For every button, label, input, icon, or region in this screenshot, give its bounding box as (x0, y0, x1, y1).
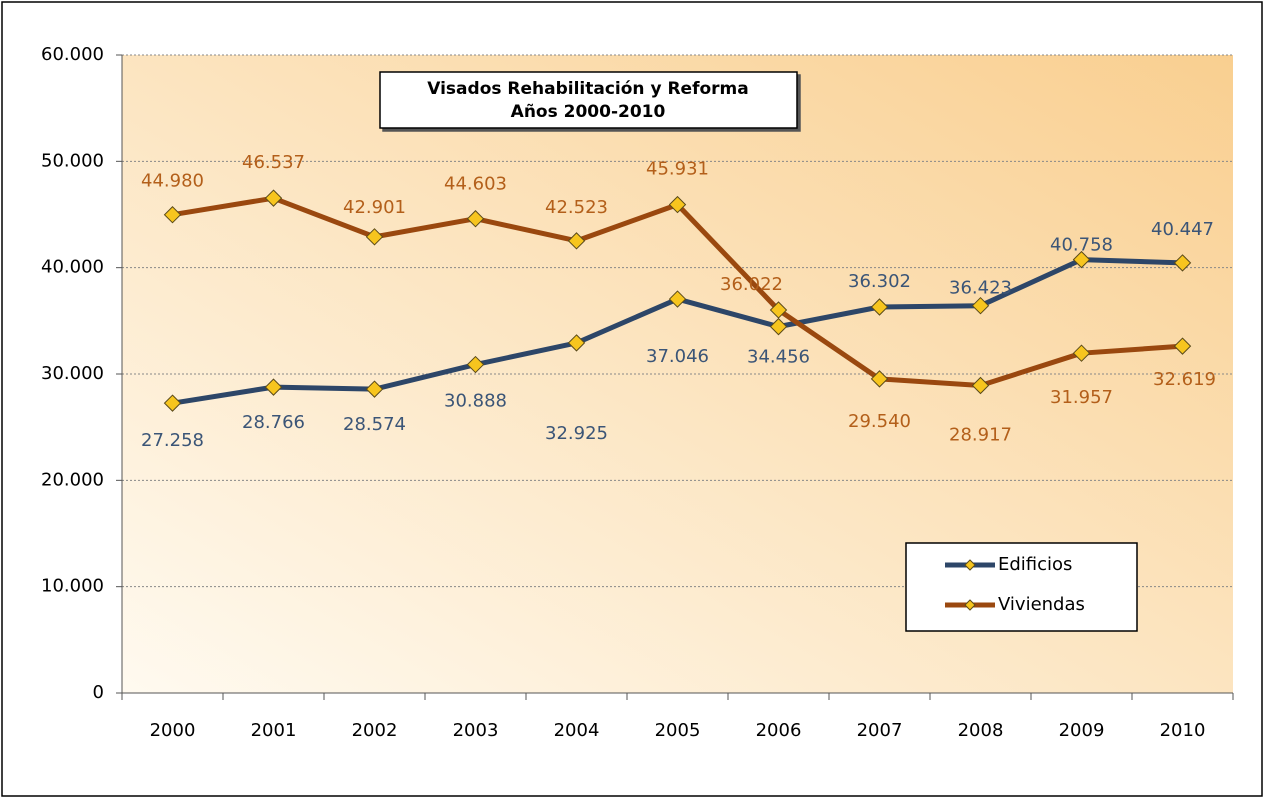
data-label: 29.540 (848, 411, 911, 432)
x-tick-label: 2007 (857, 720, 903, 741)
data-label: 32.619 (1153, 369, 1216, 390)
legend: Edificios Viviendas (945, 554, 1085, 615)
data-label: 31.957 (1050, 387, 1113, 408)
marker (668, 195, 687, 214)
x-tick-label: 2000 (150, 720, 196, 741)
x-tick-label: 2006 (756, 720, 802, 741)
marker (567, 334, 586, 352)
y-tick-label: 40.000 (41, 257, 104, 278)
y-tick-label: 30.000 (41, 363, 104, 384)
x-tick-label: 2002 (352, 720, 398, 741)
marker (466, 210, 485, 228)
legend-label: Viviendas (998, 594, 1085, 615)
marker (264, 189, 283, 207)
marker (567, 232, 586, 250)
data-label: 36.423 (949, 278, 1012, 299)
data-label: 27.258 (141, 430, 204, 451)
x-tick-label: 2009 (1059, 720, 1105, 741)
data-label: 40.447 (1151, 219, 1214, 240)
data-label: 32.925 (545, 423, 608, 444)
data-label: 46.537 (242, 152, 305, 173)
y-tick-label: 10.000 (41, 576, 104, 597)
marks: 27.258 28.766 28.574 30.888 32.925 37.046 34.4… (141, 152, 1216, 451)
marker (1173, 254, 1192, 272)
data-label: 36.022 (720, 274, 783, 295)
marker (1072, 344, 1091, 362)
marker (1072, 250, 1091, 269)
data-label: 28.917 (949, 425, 1012, 446)
data-label: 42.523 (545, 197, 608, 218)
marker (163, 394, 182, 412)
legend-box (905, 542, 1138, 632)
chart-subtitle: Años 2000-2010 (511, 102, 666, 122)
marker (870, 298, 889, 316)
data-label: 36.302 (848, 271, 911, 292)
title-box (379, 71, 798, 129)
x-tick-label: 2005 (655, 720, 701, 741)
marker (971, 376, 990, 395)
data-label: 44.980 (141, 171, 204, 192)
data-label: 28.574 (343, 414, 406, 435)
data-label: 44.603 (444, 174, 507, 195)
marker (163, 206, 182, 224)
chart-title: Visados Rehabilitación y Reforma (427, 79, 748, 99)
marker (365, 380, 384, 398)
x-tick-label: 2008 (958, 720, 1004, 741)
y-tick-label: 50.000 (41, 150, 104, 171)
marker (769, 301, 788, 319)
data-label: 28.766 (242, 412, 305, 433)
x-tick-label: 2001 (251, 720, 297, 741)
legend-marker (964, 559, 976, 571)
marker (870, 370, 889, 388)
x-tick-label: 2010 (1160, 720, 1206, 741)
marker (264, 378, 283, 396)
y-tick-label: 0 (93, 682, 104, 703)
x-tick-label: 2003 (453, 720, 499, 741)
marker (466, 355, 485, 374)
data-label: 37.046 (646, 346, 709, 367)
grid: 0 10.000 20.000 30.000 40.000 50.000 60.000 200… (41, 44, 1234, 741)
data-label: 40.758 (1050, 235, 1113, 256)
marker (971, 296, 990, 315)
marker (668, 290, 687, 308)
marker (769, 317, 788, 336)
legend-marker (964, 599, 976, 611)
y-tick-label: 60.000 (41, 44, 104, 65)
data-label: 30.888 (444, 391, 507, 412)
legend-label: Edificios (998, 554, 1072, 575)
data-label: 34.456 (747, 347, 810, 368)
x-tick-label: 2004 (554, 720, 600, 741)
marker (365, 228, 384, 246)
y-tick-label: 20.000 (41, 469, 104, 490)
marker (1173, 337, 1192, 355)
data-label: 42.901 (343, 197, 406, 218)
data-label: 45.931 (646, 159, 709, 180)
